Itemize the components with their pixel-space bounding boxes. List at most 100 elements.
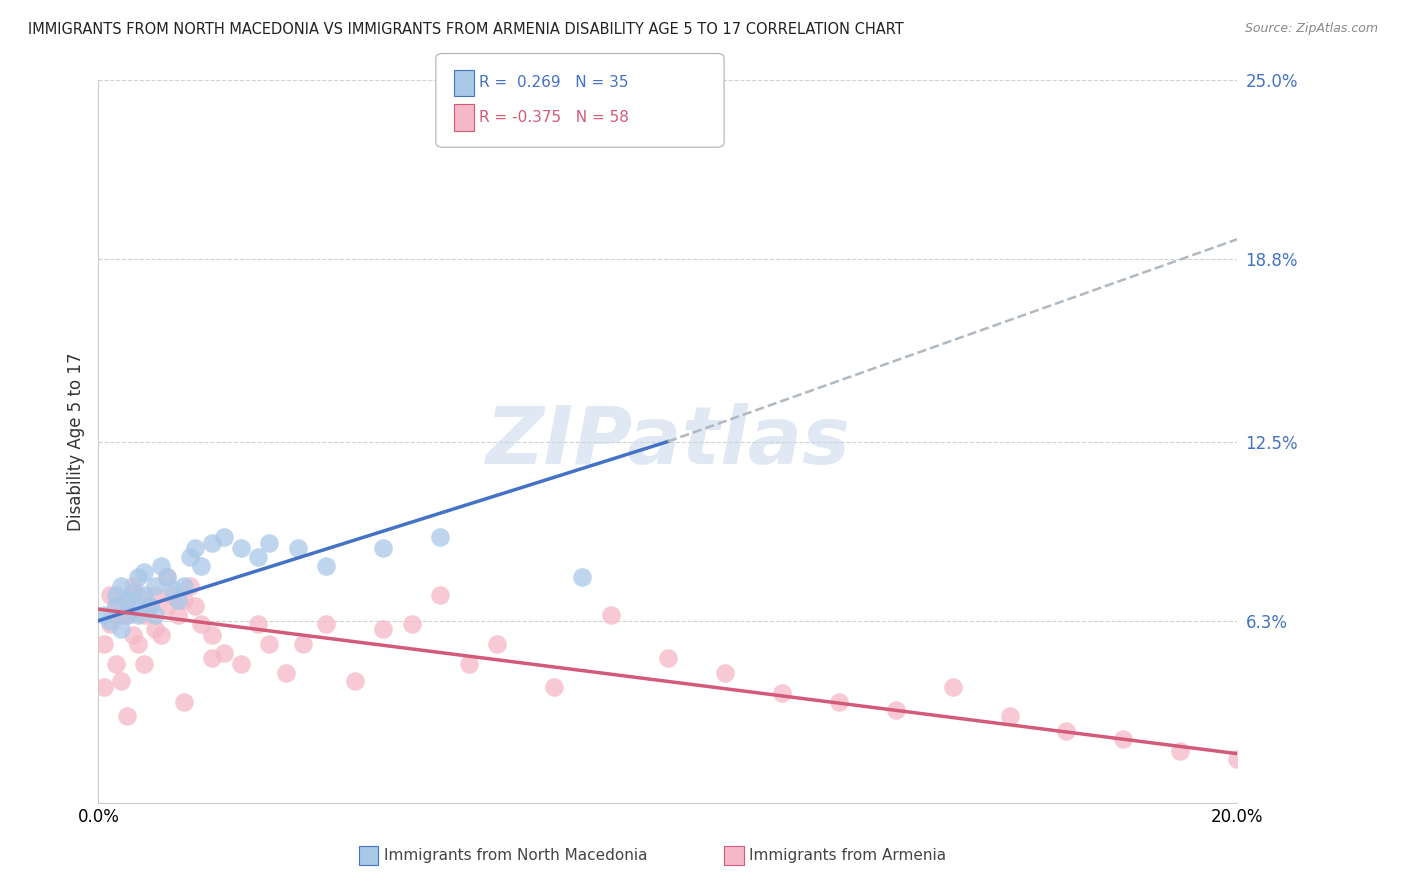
Point — [162, 582, 184, 596]
Point — [167, 607, 190, 622]
Point — [150, 558, 173, 573]
Point — [1170, 744, 1192, 758]
Point — [201, 628, 224, 642]
Text: ZIPatlas: ZIPatlas — [485, 402, 851, 481]
Point — [167, 593, 190, 607]
Point — [259, 535, 281, 549]
Point — [315, 558, 337, 573]
Point — [373, 623, 395, 637]
Y-axis label: Disability Age 5 to 17: Disability Age 5 to 17 — [66, 352, 84, 531]
Point — [373, 541, 395, 556]
Point — [162, 588, 184, 602]
Point — [132, 607, 155, 622]
Point — [246, 616, 269, 631]
Point — [942, 680, 965, 694]
Point — [121, 628, 143, 642]
Point — [156, 599, 179, 614]
Point — [98, 588, 121, 602]
Point — [110, 623, 132, 637]
Point — [246, 550, 269, 565]
Point — [571, 570, 593, 584]
Point — [127, 607, 149, 622]
Point — [770, 686, 793, 700]
Text: Source: ZipAtlas.com: Source: ZipAtlas.com — [1244, 22, 1378, 36]
Point — [998, 709, 1021, 723]
Point — [110, 674, 132, 689]
Point — [138, 599, 160, 614]
Text: R =  0.269   N = 35: R = 0.269 N = 35 — [479, 75, 628, 89]
Point — [104, 588, 127, 602]
Point — [98, 614, 121, 628]
Point — [184, 599, 207, 614]
Point — [276, 665, 298, 680]
Point — [429, 588, 451, 602]
Text: Immigrants from Armenia: Immigrants from Armenia — [749, 848, 946, 863]
Point — [156, 570, 179, 584]
Point — [179, 579, 201, 593]
Point — [212, 646, 235, 660]
Point — [121, 599, 143, 614]
Point — [287, 541, 309, 556]
Point — [173, 695, 195, 709]
Point — [184, 541, 207, 556]
Point — [828, 695, 851, 709]
Point — [150, 628, 173, 642]
Point — [543, 680, 565, 694]
Point — [229, 541, 252, 556]
Point — [115, 709, 138, 723]
Point — [145, 579, 167, 593]
Text: IMMIGRANTS FROM NORTH MACEDONIA VS IMMIGRANTS FROM ARMENIA DISABILITY AGE 5 TO 1: IMMIGRANTS FROM NORTH MACEDONIA VS IMMIG… — [28, 22, 904, 37]
Point — [156, 570, 179, 584]
Point — [115, 607, 138, 622]
Point — [201, 651, 224, 665]
Point — [190, 616, 212, 631]
Point — [93, 680, 115, 694]
Point — [115, 593, 138, 607]
Point — [104, 657, 127, 671]
Point — [457, 657, 479, 671]
Point — [173, 579, 195, 593]
Point — [1226, 752, 1249, 766]
Text: Immigrants from North Macedonia: Immigrants from North Macedonia — [384, 848, 647, 863]
Point — [127, 637, 149, 651]
Point — [93, 637, 115, 651]
Point — [132, 588, 155, 602]
Point — [127, 588, 149, 602]
Point — [401, 616, 423, 631]
Point — [104, 599, 127, 614]
Point — [429, 530, 451, 544]
Point — [884, 703, 907, 717]
Point — [132, 657, 155, 671]
Point — [179, 550, 201, 565]
Point — [190, 558, 212, 573]
Point — [115, 593, 138, 607]
Point — [138, 599, 160, 614]
Point — [292, 637, 315, 651]
Point — [127, 570, 149, 584]
Point — [145, 607, 167, 622]
Point — [110, 607, 132, 622]
Point — [93, 607, 115, 622]
Point — [121, 584, 143, 599]
Point — [657, 651, 679, 665]
Text: R = -0.375   N = 58: R = -0.375 N = 58 — [479, 111, 630, 125]
Point — [486, 637, 509, 651]
Point — [173, 593, 195, 607]
Point — [212, 530, 235, 544]
Point — [229, 657, 252, 671]
Point — [259, 637, 281, 651]
Point — [145, 588, 167, 602]
Point — [315, 616, 337, 631]
Point — [145, 623, 167, 637]
Point — [1112, 732, 1135, 747]
Point — [121, 579, 143, 593]
Point — [600, 607, 623, 622]
Point — [132, 565, 155, 579]
Point — [201, 535, 224, 549]
Point — [1056, 723, 1078, 738]
Point — [98, 616, 121, 631]
Point — [104, 599, 127, 614]
Point — [110, 579, 132, 593]
Point — [714, 665, 737, 680]
Point — [343, 674, 366, 689]
